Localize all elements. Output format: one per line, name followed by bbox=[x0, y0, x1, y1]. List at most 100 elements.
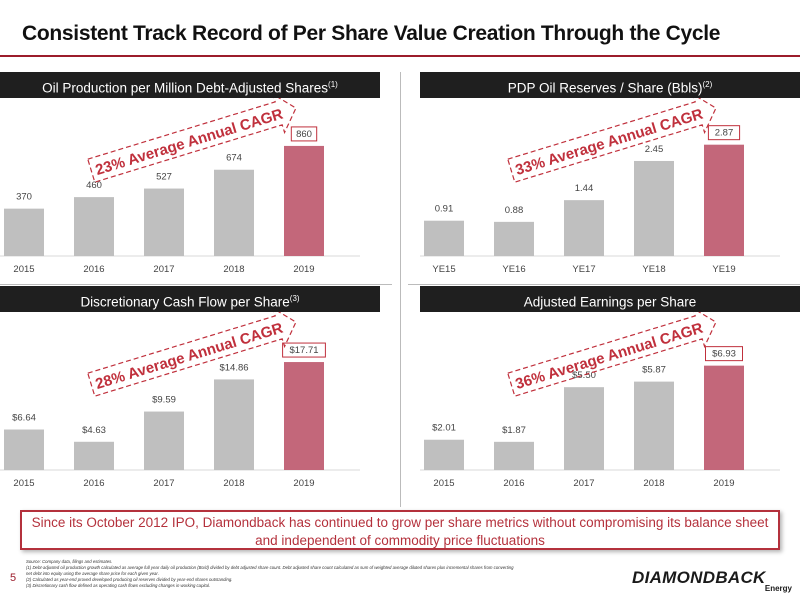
panel-title: Discretionary Cash Flow per Share bbox=[80, 294, 290, 310]
category-label: YE15 bbox=[432, 264, 455, 275]
data-label: $6.93 bbox=[712, 349, 736, 360]
category-label: 2015 bbox=[433, 478, 454, 489]
bar bbox=[74, 441, 114, 470]
logo-subtitle: Energy bbox=[764, 584, 792, 593]
category-label: 2017 bbox=[153, 478, 174, 489]
bar-chart: $2.01 2015 $1.87 2016 $5.50 2017 $5.87 2018 $6.9… bbox=[420, 312, 780, 489]
data-label: 0.88 bbox=[505, 205, 524, 216]
panel-header: PDP Oil Reserves / Share (Bbls)(2) bbox=[420, 72, 800, 98]
footnote-ref: (1) bbox=[328, 80, 338, 89]
cagr-text: 23% Average Annual CAGR bbox=[94, 106, 286, 179]
panel-header: Discretionary Cash Flow per Share(3) bbox=[0, 286, 380, 312]
category-label: YE18 bbox=[642, 264, 665, 275]
highlight-label-box bbox=[707, 125, 741, 141]
category-label: 2019 bbox=[293, 478, 314, 489]
data-label: $2.01 bbox=[432, 423, 456, 434]
panel-title: PDP Oil Reserves / Share (Bbls) bbox=[507, 80, 703, 96]
cagr-text: 33% Average Annual CAGR bbox=[514, 106, 706, 179]
data-label: $5.50 bbox=[572, 370, 596, 381]
data-label: 2.87 bbox=[715, 128, 734, 139]
bar bbox=[704, 144, 744, 256]
data-label: 460 bbox=[86, 180, 102, 191]
cagr-annotation: 36% Average Annual CAGR bbox=[507, 312, 717, 397]
data-label: 370 bbox=[16, 192, 32, 203]
cagr-text: 28% Average Annual CAGR bbox=[94, 320, 286, 393]
data-label: 0.91 bbox=[435, 204, 454, 215]
footnote-line: (2) Calculated as year-end proved develo… bbox=[26, 577, 233, 582]
data-label: $9.59 bbox=[152, 395, 176, 406]
cagr-text: 36% Average Annual CAGR bbox=[514, 320, 706, 393]
vertical-divider bbox=[400, 72, 401, 507]
data-label: 2.45 bbox=[645, 144, 664, 155]
category-label: 2017 bbox=[153, 264, 174, 275]
footnote-line: (3) Discretionary cash flow defined as o… bbox=[26, 583, 211, 588]
data-label: $5.87 bbox=[642, 365, 666, 376]
category-label: YE17 bbox=[572, 264, 595, 275]
title-rule bbox=[0, 55, 800, 57]
bar bbox=[4, 208, 44, 256]
category-label: 2015 bbox=[13, 264, 34, 275]
cagr-arrow bbox=[507, 312, 717, 397]
data-label: $17.71 bbox=[289, 345, 318, 356]
data-label: 527 bbox=[156, 172, 172, 183]
cagr-annotation: 28% Average Annual CAGR bbox=[87, 312, 297, 397]
category-label: YE16 bbox=[502, 264, 525, 275]
highlight-label-box bbox=[705, 346, 743, 362]
category-label: 2019 bbox=[713, 478, 734, 489]
bar bbox=[4, 429, 44, 470]
data-label: 1.44 bbox=[575, 183, 594, 194]
category-label: 2016 bbox=[83, 264, 104, 275]
data-label: $14.86 bbox=[219, 362, 248, 373]
data-label: 674 bbox=[226, 153, 242, 164]
bar bbox=[704, 365, 744, 470]
bar bbox=[284, 145, 324, 256]
bar bbox=[494, 441, 534, 470]
chart-panel-oil-production: Oil Production per Million Debt-Adjusted… bbox=[0, 72, 380, 292]
category-label: 2015 bbox=[13, 478, 34, 489]
category-label: 2018 bbox=[223, 478, 244, 489]
chart-panel-cash-flow: Discretionary Cash Flow per Share(3) $6.… bbox=[0, 286, 380, 506]
bar-chart: 0.91 YE15 0.88 YE16 1.44 YE17 2.45 YE18 2.87 YE19… bbox=[420, 98, 780, 275]
category-label: 2019 bbox=[293, 264, 314, 275]
data-label: $6.64 bbox=[12, 413, 36, 424]
footnote-ref: (3) bbox=[289, 294, 300, 303]
cagr-arrow bbox=[87, 98, 297, 183]
panel-header: Adjusted Earnings per Share bbox=[420, 286, 800, 312]
highlight-label-box bbox=[282, 342, 326, 358]
category-label: 2017 bbox=[573, 478, 594, 489]
footnote-ref: (2) bbox=[702, 80, 713, 89]
footnote-line: net debt into equity using the average s… bbox=[26, 571, 159, 576]
bar bbox=[144, 411, 184, 470]
footnotes: Source: Company data, filings and estima… bbox=[26, 559, 626, 589]
cagr-annotation: 23% Average Annual CAGR bbox=[87, 98, 297, 183]
bar bbox=[284, 362, 324, 470]
bar bbox=[634, 381, 674, 470]
data-label: 860 bbox=[296, 129, 312, 140]
bar bbox=[564, 200, 604, 256]
bar-chart: $6.64 2015 $4.63 2016 $9.59 2017 $14.86 2018 $17… bbox=[0, 312, 360, 489]
bar bbox=[634, 160, 674, 256]
logo-wordmark: DIAMONDBACK bbox=[632, 568, 766, 587]
category-label: 2018 bbox=[223, 264, 244, 275]
footnote-line: Source: Company data, filings and estima… bbox=[26, 559, 113, 564]
page-number: 5 bbox=[10, 572, 17, 584]
bar bbox=[424, 220, 464, 256]
category-label: YE19 bbox=[712, 264, 735, 275]
panel-title: Oil Production per Million Debt-Adjusted… bbox=[42, 80, 329, 96]
company-logo: DIAMONDBACK Energy bbox=[632, 568, 800, 596]
horizontal-divider-right bbox=[408, 284, 800, 285]
chart-panel-adjusted-eps: Adjusted Earnings per Share $2.01 2015 $1.… bbox=[420, 286, 800, 506]
bar-chart: 370 2015 460 2016 527 2017 674 2018 860 2019 23% A… bbox=[0, 98, 360, 275]
page-title: Consistent Track Record of Per Share Val… bbox=[22, 22, 721, 45]
callout-box: Since its October 2012 IPO, Diamondback … bbox=[20, 510, 780, 550]
data-label: $1.87 bbox=[502, 425, 526, 436]
category-label: 2016 bbox=[503, 478, 524, 489]
bar bbox=[74, 197, 114, 256]
panel-header: Oil Production per Million Debt-Adjusted… bbox=[0, 72, 380, 98]
cagr-annotation: 33% Average Annual CAGR bbox=[507, 98, 717, 183]
bar bbox=[494, 221, 534, 256]
cagr-arrow bbox=[507, 98, 717, 183]
category-label: 2016 bbox=[83, 478, 104, 489]
chart-panel-pdp-reserves: PDP Oil Reserves / Share (Bbls)(2) 0.91 Y… bbox=[420, 72, 800, 292]
cagr-arrow bbox=[87, 312, 297, 397]
